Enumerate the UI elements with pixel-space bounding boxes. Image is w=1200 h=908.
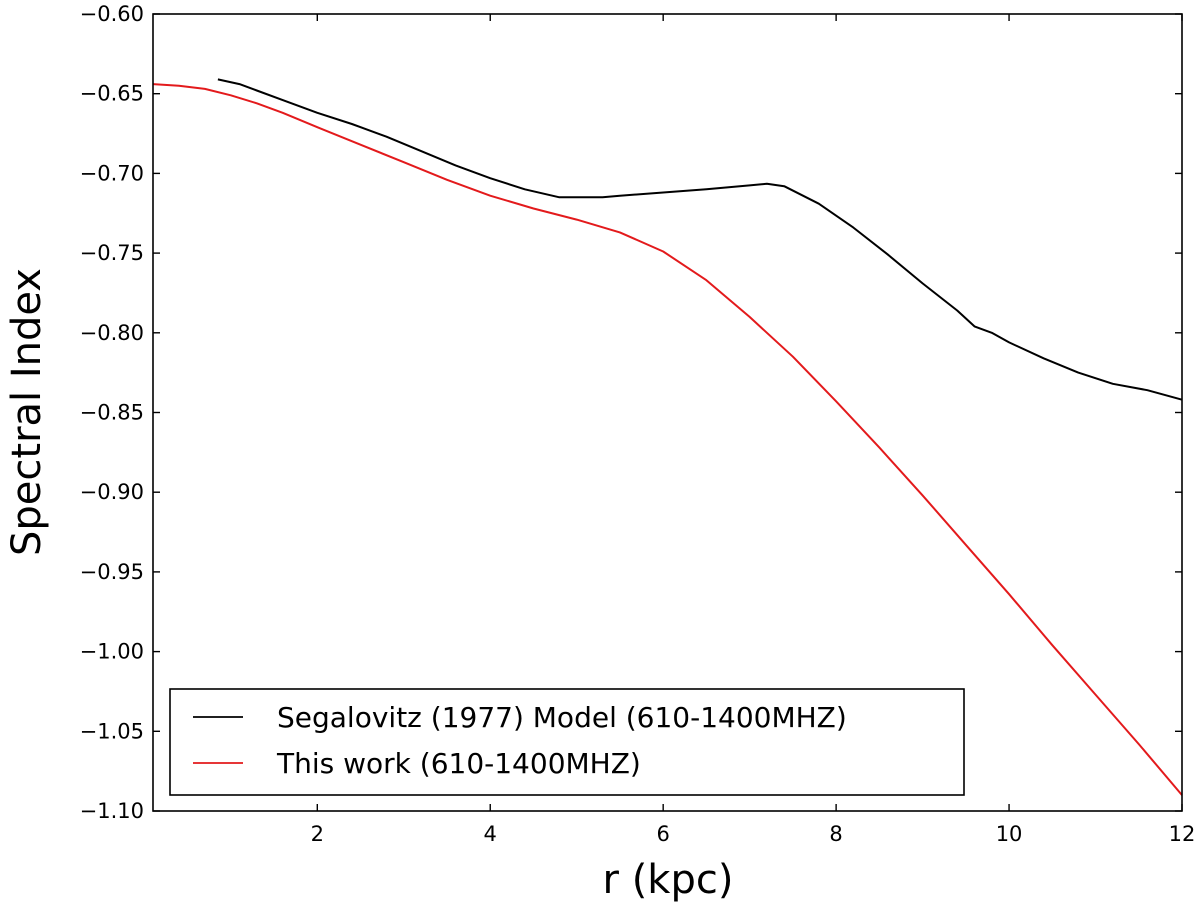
y-tick-label-2: −0.70 xyxy=(80,161,144,185)
y-tick-label-6: −0.90 xyxy=(80,480,144,504)
series-line-0 xyxy=(217,78,1183,401)
y-tick-label-10: −1.10 xyxy=(80,799,144,823)
legend: Segalovitz (1977) Model (610-1400MHZ) Th… xyxy=(169,688,965,796)
y-tick-label-7: −0.95 xyxy=(80,560,144,584)
y-tick-label-5: −0.85 xyxy=(80,401,144,425)
y-tick-label-1: −0.65 xyxy=(80,82,144,106)
plot-frame xyxy=(152,13,1183,812)
x-tick-label-1: 4 xyxy=(484,822,497,846)
plot-background xyxy=(153,14,1182,811)
y-axis-label: Spectral Index xyxy=(4,268,50,556)
y-tick-label-3: −0.75 xyxy=(80,241,144,265)
legend-box xyxy=(169,688,965,796)
x-axis-label: r (kpc) xyxy=(603,857,734,903)
series-line-1 xyxy=(152,83,1183,796)
y-tick-label-0: −0.60 xyxy=(80,2,144,26)
x-tick-label-3: 8 xyxy=(829,822,842,846)
legend-label-segalovitz: Segalovitz (1977) Model (610-1400MHZ) xyxy=(277,701,847,734)
x-tick-label-0: 2 xyxy=(311,822,324,846)
y-tick-label-8: −1.00 xyxy=(80,640,144,664)
legend-label-this-work: This work (610-1400MHZ) xyxy=(276,747,641,780)
x-tick-label-5: 12 xyxy=(1169,822,1196,846)
y-tick-label-9: −1.05 xyxy=(80,719,144,743)
x-tick-label-2: 6 xyxy=(656,822,669,846)
y-tick-label-4: −0.80 xyxy=(80,321,144,345)
x-tick-label-4: 10 xyxy=(996,822,1023,846)
tick-layer: 2 4 6 8 10 12 −0.60 −0.65 −0.70 −0.75 −0.80 −0.85 −0… xyxy=(80,2,1196,846)
series-layer xyxy=(152,78,1183,796)
